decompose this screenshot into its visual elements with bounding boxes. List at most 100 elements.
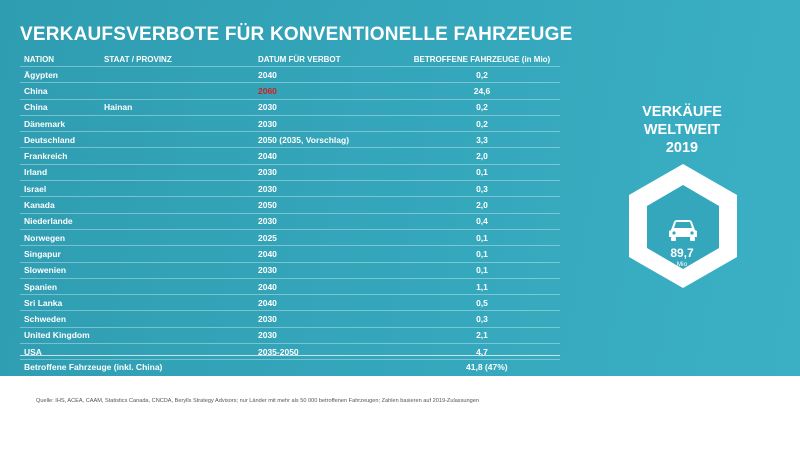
cell-date: 2025	[254, 229, 404, 247]
cell-date: 2030	[254, 115, 404, 133]
cell-vehicles: 2,0	[404, 196, 560, 214]
cell-region	[100, 147, 254, 165]
cell-date: 2030	[254, 327, 404, 345]
cell-nation: China	[20, 82, 100, 100]
cell-vehicles: 0,2	[404, 66, 560, 84]
cell-vehicles: 1,1	[404, 278, 560, 296]
column-header-vehicles: BETROFFENE FAHRZEUGE (in Mio)	[404, 52, 560, 67]
cell-date: 2040	[254, 147, 404, 165]
cell-nation: Norwegen	[20, 229, 100, 247]
table-row: Niederlande 2030 0,4	[20, 213, 560, 230]
cell-date: 2030	[254, 99, 404, 116]
cell-nation: USA	[20, 343, 100, 361]
cell-vehicles: 0,4	[404, 213, 560, 230]
cell-nation: United Kingdom	[20, 327, 100, 345]
cell-region	[100, 66, 254, 84]
cell-date: 2030	[254, 164, 404, 182]
column-header-date: DATUM FÜR VERBOT	[254, 52, 404, 67]
cell-date: 2035-2050	[254, 343, 404, 361]
table-row: Spanien 2040 1,1	[20, 278, 560, 296]
cell-nation: Frankreich	[20, 147, 100, 165]
table-row: Ägypten 2040 0,2	[20, 66, 560, 84]
car-icon	[669, 220, 697, 241]
total-label: Betroffene Fahrzeuge (inkl. China)	[24, 362, 163, 372]
cell-vehicles: 0,2	[404, 115, 560, 133]
table-row: Deutschland 2050 (2035, Vorschlag) 3,3	[20, 131, 560, 149]
sales-title-line: VERKÄUFE	[642, 104, 722, 120]
table-row: China Hainan 2030 0,2	[20, 99, 560, 116]
sales-value: 89,7	[670, 246, 694, 260]
cell-region	[100, 115, 254, 133]
cell-nation: Deutschland	[20, 131, 100, 149]
cell-vehicles: 0,1	[404, 245, 560, 263]
cell-nation: Niederlande	[20, 213, 100, 230]
total-row: Betroffene Fahrzeuge (inkl. China) 41,8 …	[20, 355, 560, 374]
cell-vehicles: 0,1	[404, 164, 560, 182]
cell-date: 2030	[254, 213, 404, 230]
cell-vehicles: 24,6	[404, 82, 560, 100]
cell-region	[100, 343, 254, 361]
total-value: 41,8 (47%)	[466, 362, 508, 372]
source-note: Quelle: IHS, ACEA, CAAM, Statistics Cana…	[36, 398, 479, 404]
table-row: United Kingdom 2030 2,1	[20, 327, 560, 345]
cell-vehicles: 2,1	[404, 327, 560, 345]
cell-vehicles: 2,0	[404, 147, 560, 165]
ban-table: NATION STAAT / PROVINZ DATUM FÜR VERBOT …	[20, 52, 560, 361]
cell-date: 2030	[254, 180, 404, 198]
cell-vehicles: 0,1	[404, 229, 560, 247]
cell-vehicles: 0,3	[404, 180, 560, 198]
cell-region	[100, 229, 254, 247]
cell-date: 2060	[254, 82, 404, 100]
cell-region	[100, 294, 254, 312]
cell-date: 2040	[254, 245, 404, 263]
slide-background: VERKAUFSVERBOTE FÜR KONVENTIONELLE FAHRZ…	[0, 0, 800, 376]
table-row: Frankreich 2040 2,0	[20, 147, 560, 165]
cell-nation: Ägypten	[20, 66, 100, 84]
page-title: VERKAUFSVERBOTE FÜR KONVENTIONELLE FAHRZ…	[20, 24, 573, 45]
table-row: Norwegen 2025 0,1	[20, 229, 560, 247]
table-row: China 2060 24,6	[20, 82, 560, 100]
table-row: Dänemark 2030 0,2	[20, 115, 560, 133]
cell-region	[100, 82, 254, 100]
cell-vehicles: 4,7	[404, 343, 560, 361]
cell-vehicles: 0,5	[404, 294, 560, 312]
sales-hexagon	[629, 164, 737, 288]
cell-region	[100, 262, 254, 279]
cell-region	[100, 310, 254, 328]
cell-nation: Irland	[20, 164, 100, 182]
table-row: USA 2035-2050 4,7	[20, 343, 560, 361]
cell-nation: Sri Lanka	[20, 294, 100, 312]
table-header-row: NATION STAAT / PROVINZ DATUM FÜR VERBOT …	[20, 52, 560, 67]
table-row: Singapur 2040 0,1	[20, 245, 560, 263]
cell-nation: Dänemark	[20, 115, 100, 133]
cell-date: 2030	[254, 310, 404, 328]
sales-title-line: WELTWEIT	[643, 122, 721, 138]
cell-date: 2040	[254, 66, 404, 84]
sales-value-block: 89,7 Mio	[652, 246, 712, 268]
cell-region	[100, 278, 254, 296]
cell-date: 2050 (2035, Vorschlag)	[254, 131, 404, 149]
cell-date: 2030	[254, 262, 404, 279]
cell-vehicles: 0,1	[404, 262, 560, 279]
cell-region	[100, 213, 254, 230]
table-row: Sri Lanka 2040 0,5	[20, 294, 560, 312]
cell-nation: Kanada	[20, 196, 100, 214]
table-row: Slowenien 2030 0,1	[20, 262, 560, 279]
cell-region	[100, 245, 254, 263]
cell-region	[100, 180, 254, 198]
sales-unit: Mio	[676, 261, 688, 268]
column-header-region: STAAT / PROVINZ	[100, 52, 254, 67]
cell-nation: Schweden	[20, 310, 100, 328]
sales-title-line: 2019	[665, 140, 699, 156]
table-row: Israel 2030 0,3	[20, 180, 560, 198]
cell-nation: Spanien	[20, 278, 100, 296]
cell-vehicles: 3,3	[404, 131, 560, 149]
sales-title: VERKÄUFE WELTWEIT 2019	[617, 103, 747, 157]
table-row: Schweden 2030 0,3	[20, 310, 560, 328]
cell-region	[100, 327, 254, 345]
cell-vehicles: 0,3	[404, 310, 560, 328]
cell-region: Hainan	[100, 99, 254, 116]
cell-date: 2040	[254, 294, 404, 312]
cell-vehicles: 0,2	[404, 99, 560, 116]
cell-nation: Singapur	[20, 245, 100, 263]
